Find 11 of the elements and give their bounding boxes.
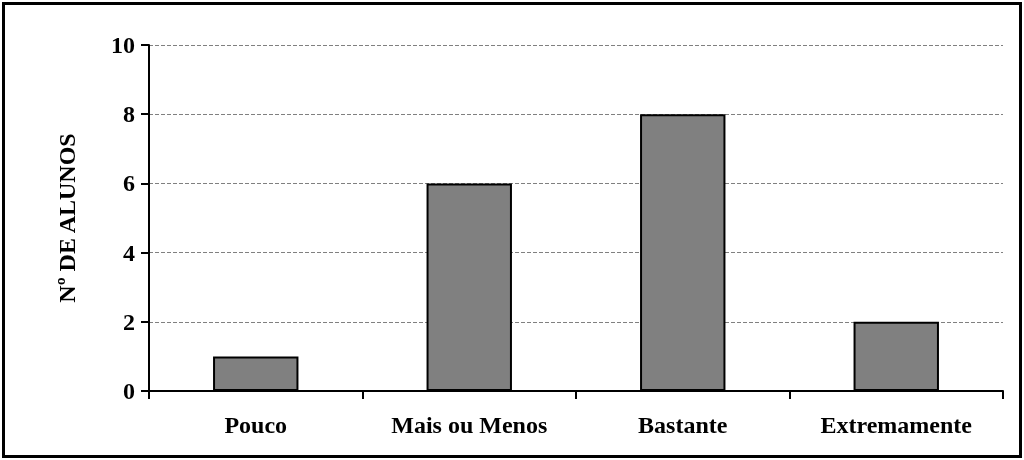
x-tick-label: Bastante [638,412,728,438]
y-tick-label: 4 [123,239,135,266]
x-tick-label: Pouco [224,412,288,438]
y-tick-label: 0 [123,378,135,404]
y-tick-label: 2 [123,308,135,335]
x-tick-label: Extremamente [820,412,973,438]
y-axis-title: Nº DE ALUNOS [54,133,80,303]
y-tick-label: 10 [111,32,135,58]
y-tick-label: 8 [123,101,135,128]
y-tick-label: 6 [123,170,135,197]
x-tick-label: Mais ou Menos [391,412,548,438]
